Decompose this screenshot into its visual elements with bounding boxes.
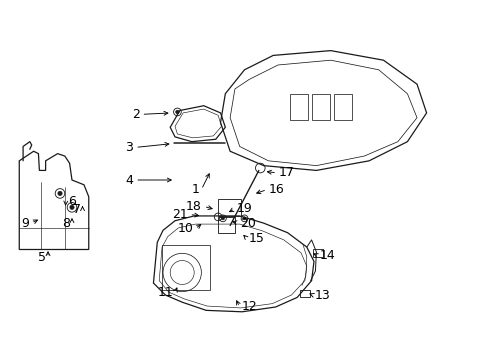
Text: 16: 16 — [268, 183, 284, 196]
Text: 3: 3 — [125, 141, 133, 154]
Text: 7: 7 — [72, 203, 81, 216]
Bar — [218, 199, 241, 216]
Circle shape — [175, 110, 179, 114]
Bar — [299, 290, 309, 297]
Text: 6: 6 — [67, 195, 75, 208]
Text: 8: 8 — [62, 217, 70, 230]
Text: 14: 14 — [319, 249, 335, 262]
Bar — [289, 94, 307, 120]
Text: 13: 13 — [314, 288, 330, 302]
Text: 2: 2 — [131, 108, 139, 121]
Text: 10: 10 — [177, 222, 193, 235]
Text: 12: 12 — [241, 301, 257, 314]
Text: 9: 9 — [21, 217, 29, 230]
Bar — [162, 245, 209, 290]
Text: 19: 19 — [236, 202, 252, 215]
Text: 1: 1 — [191, 183, 199, 196]
Text: 20: 20 — [240, 217, 256, 230]
Bar — [311, 94, 329, 120]
Text: 21: 21 — [171, 208, 187, 221]
Text: 11: 11 — [157, 286, 173, 299]
Text: 15: 15 — [248, 232, 264, 245]
Text: 5: 5 — [38, 251, 46, 264]
Circle shape — [58, 191, 62, 195]
Bar — [312, 249, 322, 257]
Text: 4: 4 — [125, 174, 133, 186]
Text: 17: 17 — [279, 166, 294, 179]
Text: 18: 18 — [185, 200, 202, 213]
Bar — [218, 217, 234, 233]
Circle shape — [221, 217, 224, 220]
Circle shape — [70, 205, 74, 210]
Bar — [333, 94, 352, 120]
Circle shape — [243, 217, 245, 220]
